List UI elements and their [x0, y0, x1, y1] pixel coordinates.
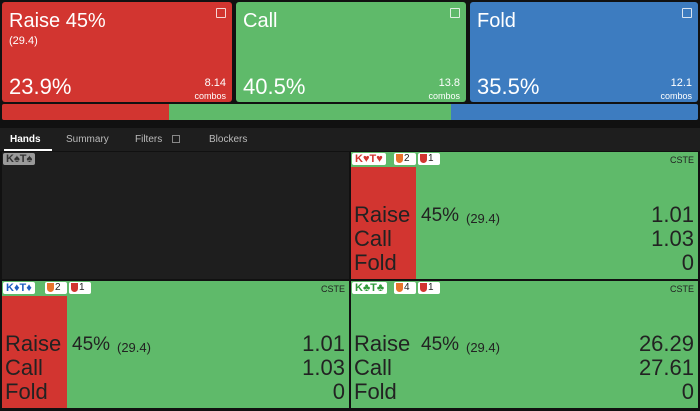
action-combos: 13.8 — [438, 77, 460, 89]
frequency-bar — [2, 104, 698, 120]
row-label: Raise — [354, 202, 411, 227]
tab-bar: Hands Summary Filters Blockers — [0, 128, 700, 151]
call-action[interactable]: Call 40.5% 13.8 combos — [236, 2, 466, 102]
row-value: 27.61 — [638, 355, 694, 380]
row-sizing: (29.4) — [466, 340, 500, 355]
badge-count: 2 — [404, 153, 410, 164]
row-value: 1.03 — [302, 355, 345, 380]
shield-icon — [47, 283, 54, 292]
tab-underline — [4, 149, 52, 151]
action-row: Call 1.03 — [354, 226, 694, 252]
freq-segment — [168, 104, 451, 120]
blocker-badge: 4 — [394, 282, 416, 294]
shield-icon — [420, 283, 427, 292]
filter-icon — [172, 135, 180, 143]
raise-column — [351, 167, 416, 279]
combos-unit: combos — [428, 91, 460, 101]
badge-count: 4 — [404, 282, 410, 293]
action-row: Raise 45% (29.4) 1.01 — [354, 202, 694, 228]
hand-tag: K♦T♦ — [3, 282, 35, 294]
tab[interactable]: Hands — [10, 134, 41, 145]
row-value: 1.01 — [651, 202, 694, 227]
shield-icon — [396, 154, 403, 163]
row-value: 0 — [681, 250, 694, 275]
icon — [450, 8, 460, 18]
row-sizing: (29.4) — [466, 211, 500, 226]
row-label: Call — [354, 355, 392, 380]
row-sizing: (29.4) — [117, 340, 151, 355]
row-size: 45% — [421, 205, 460, 226]
action-name: Call — [243, 10, 278, 32]
action-row: Raise 45% (29.4) 1.01 — [5, 331, 345, 357]
action-freq: 23.9% — [9, 74, 72, 99]
badge-count: 1 — [79, 282, 85, 293]
row-value: 0 — [681, 379, 694, 404]
action-freq: 40.5% — [243, 74, 306, 99]
action-row: Fold 0 — [5, 379, 345, 405]
hand-tag: K♣T♣ — [352, 282, 388, 294]
hand-cell[interactable]: K♥T♥ 2 1 CSTE Raise 45% (29.4) 1.01 Call 1.03 Fold… — [351, 152, 698, 279]
tab[interactable]: Summary — [66, 134, 109, 145]
raise-action[interactable]: Raise 45% (29.4) 23.9% 8.14 combos — [2, 2, 232, 102]
action-combos: 12.1 — [670, 77, 692, 89]
row-label: Fold — [354, 379, 397, 404]
blocker-badge: 2 — [45, 282, 67, 294]
action-name: Raise 45% — [9, 10, 106, 32]
action-row: Raise 45% (29.4) 26.29 — [354, 331, 694, 357]
action-freq: 35.5% — [477, 74, 540, 99]
row-label: Call — [5, 355, 43, 380]
freq-segment — [2, 104, 169, 120]
action-combos: 8.14 — [204, 77, 226, 89]
badge-count: 1 — [428, 282, 434, 293]
row-label: Fold — [354, 250, 397, 275]
row-value: 0 — [332, 379, 345, 404]
hand-cell[interactable]: K♦T♦ 2 1 CSTE Raise 45% (29.4) 1.01 Call 1.03 Fold… — [2, 281, 349, 408]
row-label: Raise — [5, 331, 62, 356]
row-value: 26.29 — [638, 331, 694, 356]
shield-icon — [396, 283, 403, 292]
combos-unit: combos — [194, 91, 226, 101]
icon — [682, 8, 692, 18]
row-label: Raise — [354, 331, 411, 356]
cell-tag: CSTE — [669, 284, 694, 294]
action-row: Fold 0 — [354, 250, 694, 276]
badge-count: 1 — [428, 153, 434, 164]
action-row: Fold 0 — [354, 379, 694, 405]
action-row: Call 27.61 — [354, 355, 694, 381]
icon — [216, 8, 226, 18]
combos-unit: combos — [660, 91, 692, 101]
row-label: Call — [354, 226, 392, 251]
row-size: 45% — [421, 334, 460, 355]
action-row: Call 1.03 — [5, 355, 345, 381]
freq-segment — [450, 104, 698, 120]
hand-tag: K♥T♥ — [352, 153, 386, 165]
action-name: Fold — [477, 10, 516, 32]
hand-tag: K♠T♠ — [3, 153, 36, 165]
badge-count: 2 — [55, 282, 61, 293]
hand-cell[interactable]: K♠T♠ — [2, 152, 349, 279]
fold-action[interactable]: Fold 35.5% 12.1 combos — [470, 2, 698, 102]
blocker-badge: 1 — [418, 282, 440, 294]
shield-icon — [71, 283, 78, 292]
tab[interactable]: Filters — [135, 134, 163, 145]
row-value: 1.01 — [302, 331, 345, 356]
blocker-badge: 2 — [394, 153, 416, 165]
tab[interactable]: Blockers — [209, 134, 248, 145]
row-value: 1.03 — [651, 226, 694, 251]
shield-icon — [420, 154, 427, 163]
raise-column — [2, 296, 67, 408]
row-label: Fold — [5, 379, 48, 404]
action-sizing: (29.4) — [9, 35, 38, 47]
row-size: 45% — [72, 334, 111, 355]
hand-cell[interactable]: K♣T♣ 4 1 CSTE Raise 45% (29.4) 26.29 Call 27.61 Fo… — [351, 281, 698, 408]
cell-tag: CSTE — [669, 155, 694, 165]
blocker-badge: 1 — [418, 153, 440, 165]
cell-tag: CSTE — [320, 284, 345, 294]
blocker-badge: 1 — [69, 282, 91, 294]
